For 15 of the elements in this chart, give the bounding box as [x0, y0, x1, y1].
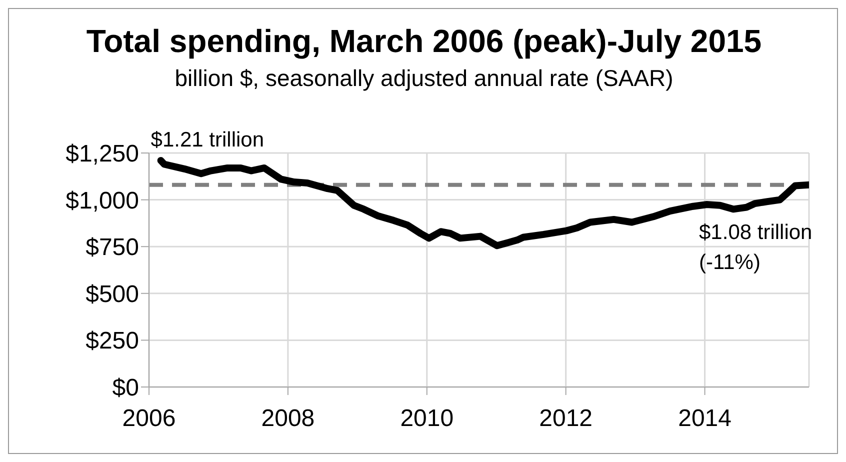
y-tick-label: $250 [86, 328, 139, 355]
x-tick-label: 2012 [539, 405, 593, 432]
y-tick-label: $750 [86, 234, 139, 262]
annotation: $1.21 trillion [150, 128, 264, 152]
x-tick-label: 2008 [261, 405, 315, 432]
chart-subtitle: billion $, seasonally adjusted annual rate (SAAR) [174, 65, 674, 92]
annotation: $1.08 trillion (-11%) [699, 220, 812, 274]
x-tick-label: 2010 [400, 405, 454, 432]
y-tick-label: $500 [86, 280, 139, 308]
y-tick-label: $1,250 [66, 140, 139, 168]
x-tick-label: 2006 [122, 405, 176, 432]
x-tick-label: 2014 [678, 405, 732, 432]
y-tick-label: $1,000 [66, 187, 139, 214]
chart-title: Total spending, March 2006 (peak)-July 2015 [85, 23, 763, 60]
y-tick-label: $0 [112, 374, 139, 402]
